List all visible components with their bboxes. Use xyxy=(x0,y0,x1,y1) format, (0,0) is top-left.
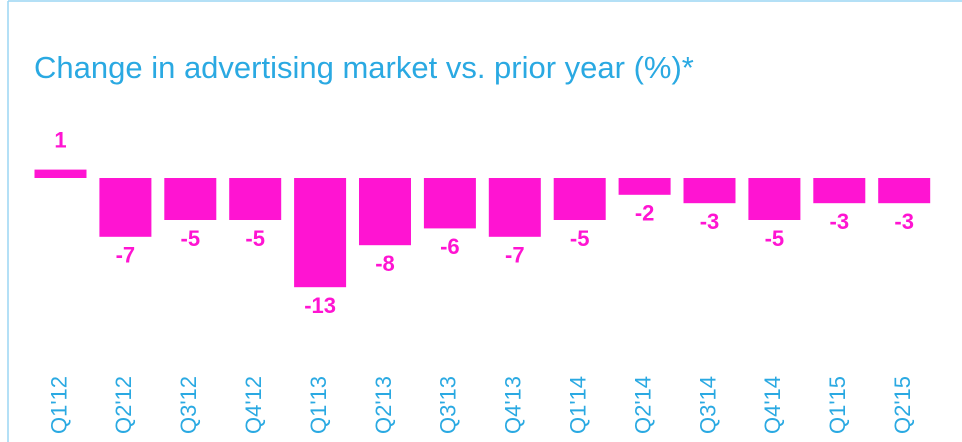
bar xyxy=(553,178,606,220)
bar xyxy=(229,178,282,220)
x-tick-label: Q3'12 xyxy=(176,376,201,434)
x-tick-label: Q1'14 xyxy=(566,376,591,434)
bar xyxy=(164,178,217,220)
bar xyxy=(423,178,476,229)
x-tick-label: Q3'14 xyxy=(695,376,720,434)
value-label: -5 xyxy=(765,226,785,251)
x-tick-label: Q4'13 xyxy=(501,376,526,434)
bar xyxy=(34,169,87,178)
bar xyxy=(618,178,671,195)
bar xyxy=(359,178,411,246)
x-tick-label: Q1'13 xyxy=(306,376,331,434)
value-label: -7 xyxy=(116,243,136,268)
value-label: 1 xyxy=(54,127,66,152)
value-label: -7 xyxy=(505,243,525,268)
chart-title: Change in advertising market vs. prior y… xyxy=(34,50,694,85)
value-label: -2 xyxy=(635,201,655,226)
value-label: -3 xyxy=(830,209,850,234)
value-label: -6 xyxy=(440,234,460,259)
bar xyxy=(488,178,541,237)
bar xyxy=(99,178,152,237)
x-tick-label: Q3'13 xyxy=(436,376,461,434)
x-tick-label: Q2'14 xyxy=(630,376,655,434)
value-label: -5 xyxy=(181,226,201,251)
value-label: -3 xyxy=(894,209,914,234)
bar xyxy=(683,178,736,204)
value-label: -3 xyxy=(700,209,720,234)
x-tick-label: Q4'12 xyxy=(241,376,266,434)
x-tick-label: Q1'15 xyxy=(825,376,850,434)
x-tick-label: Q1'12 xyxy=(46,376,71,434)
bar xyxy=(748,178,801,220)
x-tick-label: Q2'13 xyxy=(371,376,396,434)
value-label: -5 xyxy=(245,226,265,251)
x-tick-label: Q4'14 xyxy=(760,376,785,434)
bar xyxy=(294,178,347,288)
x-tick-label: Q2'12 xyxy=(111,376,136,434)
value-label: -13 xyxy=(304,293,336,318)
x-tick-label: Q2'15 xyxy=(890,376,915,434)
bar xyxy=(813,178,866,204)
value-label: -5 xyxy=(570,226,590,251)
value-label: -8 xyxy=(375,251,395,276)
bar xyxy=(878,178,931,204)
